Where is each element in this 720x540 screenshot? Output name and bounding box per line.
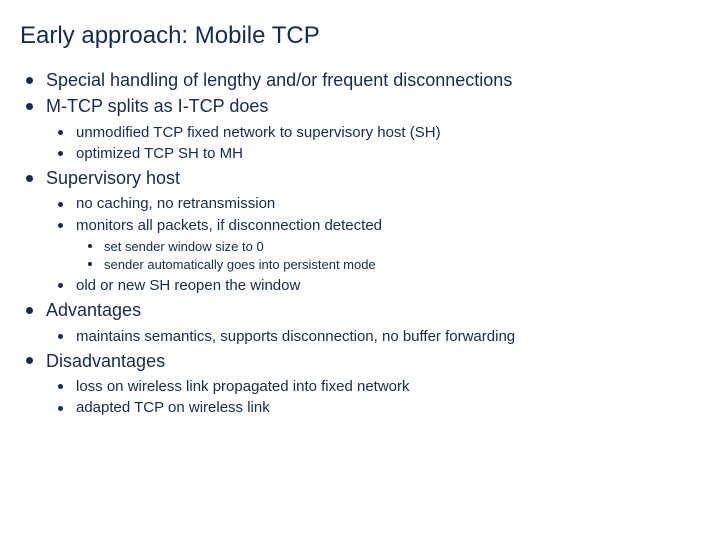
bullet-item: optimized TCP SH to MH [54,144,700,164]
bullet-text: Disadvantages [46,351,165,371]
slide: Early approach: Mobile TCP Special handl… [0,0,720,540]
bullet-item: M-TCP splits as I-TCP does unmodified TC… [20,94,700,164]
bullet-text: old or new SH reopen the window [76,277,300,294]
bullet-text: monitors all packets, if disconnection d… [76,217,382,234]
bullet-item: Special handling of lengthy and/or frequ… [20,68,700,92]
bullet-sublist: unmodified TCP fixed network to supervis… [46,123,700,165]
bullet-item: loss on wireless link propagated into fi… [54,377,700,397]
bullet-sublist: no caching, no retransmission monitors a… [46,194,700,296]
bullet-item: sender automatically goes into persisten… [84,256,700,274]
bullet-text: sender automatically goes into persisten… [104,257,376,272]
slide-title: Early approach: Mobile TCP [20,22,700,50]
bullet-item: no caching, no retransmission [54,194,700,214]
bullet-sublist: loss on wireless link propagated into fi… [46,377,700,419]
bullet-item: maintains semantics, supports disconnect… [54,327,700,347]
bullet-text: Supervisory host [46,168,180,188]
bullet-sublist: maintains semantics, supports disconnect… [46,327,700,347]
bullet-text: adapted TCP on wireless link [76,399,270,416]
bullet-list: Special handling of lengthy and/or frequ… [20,68,700,419]
bullet-item: Advantages maintains semantics, supports… [20,298,700,347]
bullet-item: adapted TCP on wireless link [54,398,700,418]
bullet-item: monitors all packets, if disconnection d… [54,216,700,274]
bullet-text: loss on wireless link propagated into fi… [76,378,410,395]
bullet-item: Supervisory host no caching, no retransm… [20,166,700,296]
bullet-text: Special handling of lengthy and/or frequ… [46,70,512,90]
bullet-text: M-TCP splits as I-TCP does [46,96,268,116]
bullet-item: set sender window size to 0 [84,238,700,256]
bullet-text: no caching, no retransmission [76,195,275,212]
bullet-item: old or new SH reopen the window [54,276,700,296]
bullet-text: unmodified TCP fixed network to supervis… [76,124,441,141]
bullet-item: Disadvantages loss on wireless link prop… [20,349,700,419]
bullet-text: Advantages [46,300,141,320]
bullet-item: unmodified TCP fixed network to supervis… [54,123,700,143]
bullet-sublist: set sender window size to 0 sender autom… [76,238,700,274]
bullet-text: optimized TCP SH to MH [76,145,243,162]
bullet-text: maintains semantics, supports disconnect… [76,328,515,345]
bullet-text: set sender window size to 0 [104,239,264,254]
